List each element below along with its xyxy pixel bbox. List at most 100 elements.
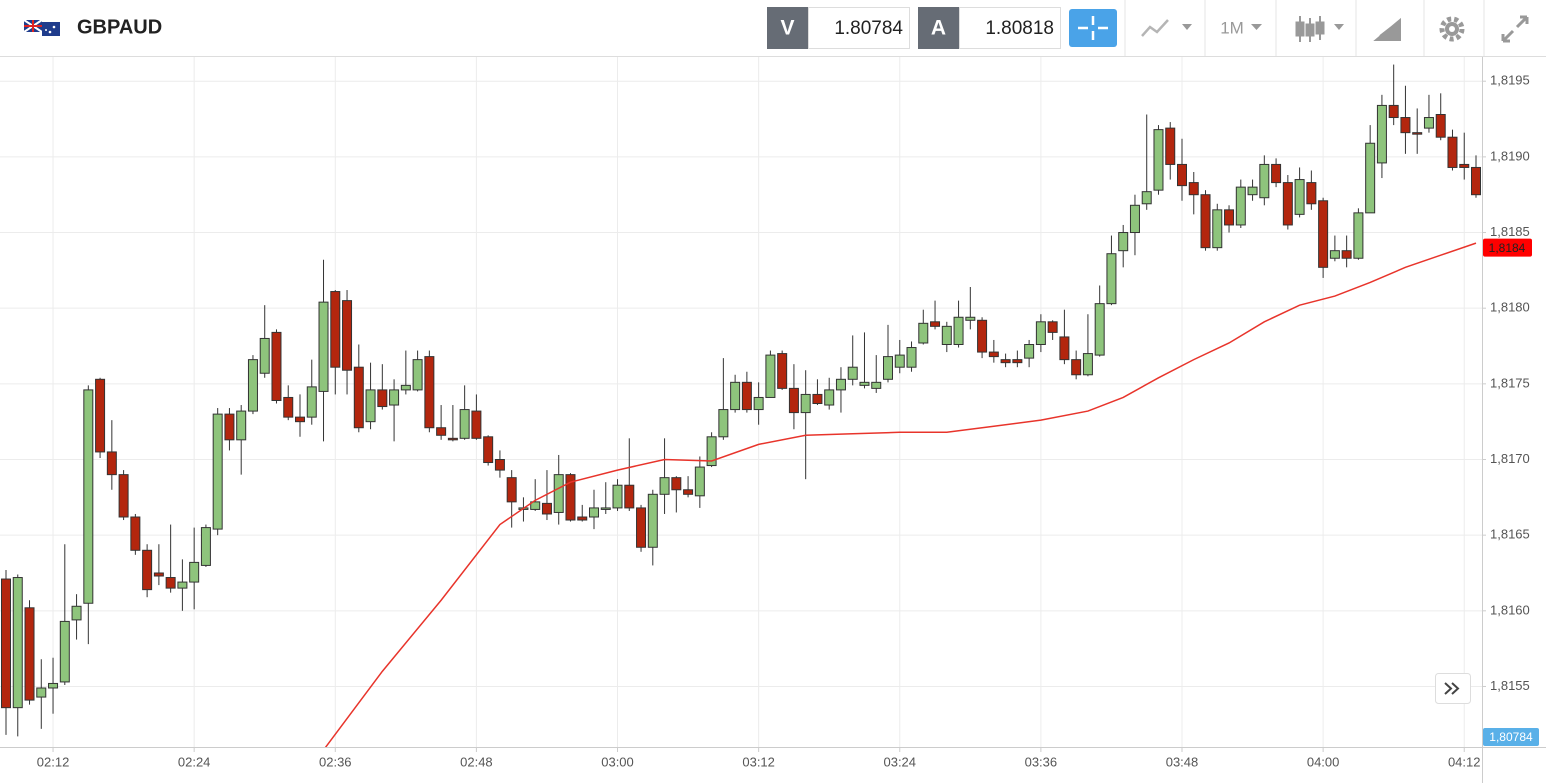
candle-body	[871, 381, 882, 389]
ask-box	[959, 7, 1061, 49]
candle-body	[1047, 321, 1058, 333]
candle-body	[647, 493, 658, 548]
candle-body	[106, 451, 117, 476]
candle-type-button[interactable]	[1295, 16, 1344, 42]
candle-body	[1306, 182, 1317, 205]
candle-body	[694, 466, 705, 497]
bid-box	[808, 7, 910, 49]
ask-button[interactable]	[918, 7, 959, 49]
candle-body	[95, 378, 106, 453]
candle-body	[553, 474, 564, 513]
bid-label: V	[780, 17, 794, 40]
candle-body	[306, 386, 317, 418]
candle-body	[130, 516, 141, 551]
candle-body	[153, 572, 164, 577]
candle-body	[835, 378, 846, 391]
candle-body	[1365, 142, 1376, 214]
candle-body	[1165, 127, 1176, 165]
candle-body	[247, 359, 258, 412]
fullscreen-button[interactable]	[1501, 15, 1529, 43]
candle-body	[824, 389, 835, 406]
candle-body	[565, 474, 576, 521]
candle-body	[342, 300, 353, 371]
candle-body	[765, 354, 776, 398]
grid	[0, 57, 1482, 747]
x-tick-label: 03:00	[601, 754, 634, 769]
candle-body	[1035, 321, 1046, 346]
candle-body	[1000, 359, 1011, 364]
candle-body	[36, 687, 47, 698]
candle-body	[1059, 336, 1070, 361]
crosshair-icon	[1078, 16, 1108, 40]
x-tick-label: 02:12	[37, 754, 70, 769]
candle-body	[977, 319, 988, 353]
chart-type-button[interactable]	[1141, 19, 1192, 37]
candle-body	[1341, 250, 1352, 259]
candle-body	[683, 489, 694, 495]
candle-body	[224, 413, 235, 441]
candle-body	[142, 549, 153, 591]
flag-icon	[23, 19, 60, 36]
y-tick-label: 1,8165	[1490, 527, 1530, 542]
candle-body	[447, 437, 458, 441]
candle-body	[412, 359, 423, 391]
crosshair-button[interactable]	[1069, 9, 1117, 47]
candle-body	[1353, 212, 1364, 259]
candle-body	[48, 682, 59, 689]
candle-body	[365, 389, 376, 423]
candle-body	[1071, 359, 1082, 376]
bid-button[interactable]	[767, 7, 808, 49]
price-label: 1,80784	[1489, 730, 1533, 744]
draw-button[interactable]	[1373, 17, 1401, 41]
candle-body	[436, 427, 447, 436]
candle-body	[1376, 104, 1387, 164]
ask-label: A	[931, 17, 946, 40]
candle-body	[930, 321, 941, 327]
x-tick-label: 04:00	[1307, 754, 1340, 769]
x-tick-label: 03:12	[742, 754, 775, 769]
candle-body	[918, 322, 929, 344]
candle-body	[295, 416, 305, 423]
candle-body	[330, 291, 341, 368]
scroll-end-button[interactable]	[1435, 673, 1471, 704]
candle-body	[389, 389, 400, 406]
candle-body	[1012, 359, 1023, 364]
candle-body	[1212, 209, 1223, 249]
candle-body	[859, 381, 870, 386]
candle-body	[83, 389, 94, 604]
x-tick-label: 02:48	[460, 754, 493, 769]
candle-body	[624, 484, 635, 509]
candle-body	[906, 347, 917, 368]
settings-button[interactable]	[1439, 16, 1465, 42]
candle-body	[1188, 182, 1199, 196]
y-tick-label: 1,8190	[1490, 148, 1530, 163]
candle-body	[212, 413, 223, 530]
y-tick-label: 1,8155	[1490, 678, 1530, 693]
y-tick-label: 1,8195	[1490, 73, 1530, 88]
candle-body	[1318, 200, 1329, 268]
candle-body	[1412, 132, 1423, 135]
candle-body	[1329, 250, 1340, 259]
candle-body	[1082, 353, 1093, 376]
candle-body	[1282, 182, 1293, 226]
candle-body	[236, 410, 247, 441]
candle-body	[589, 507, 599, 518]
y-tick-label: 1,8180	[1490, 300, 1530, 315]
candle-body	[12, 577, 23, 709]
candle-body	[377, 389, 388, 408]
candle-body	[483, 436, 494, 464]
symbol: GBPAUD	[77, 16, 162, 38]
candle-body	[283, 396, 294, 418]
candle-body	[718, 409, 729, 438]
x-tick-label: 03:24	[883, 754, 916, 769]
moving-average-line	[324, 242, 1477, 747]
candle-body	[259, 337, 270, 374]
candle-body	[71, 605, 82, 621]
candle-body	[812, 393, 823, 405]
candle-body	[1153, 129, 1164, 191]
candle-body	[1106, 253, 1117, 305]
candle-body	[1235, 186, 1246, 226]
candle-body	[741, 381, 752, 411]
timeframe[interactable]: 1M	[1220, 18, 1244, 37]
candle-body	[1423, 117, 1434, 129]
